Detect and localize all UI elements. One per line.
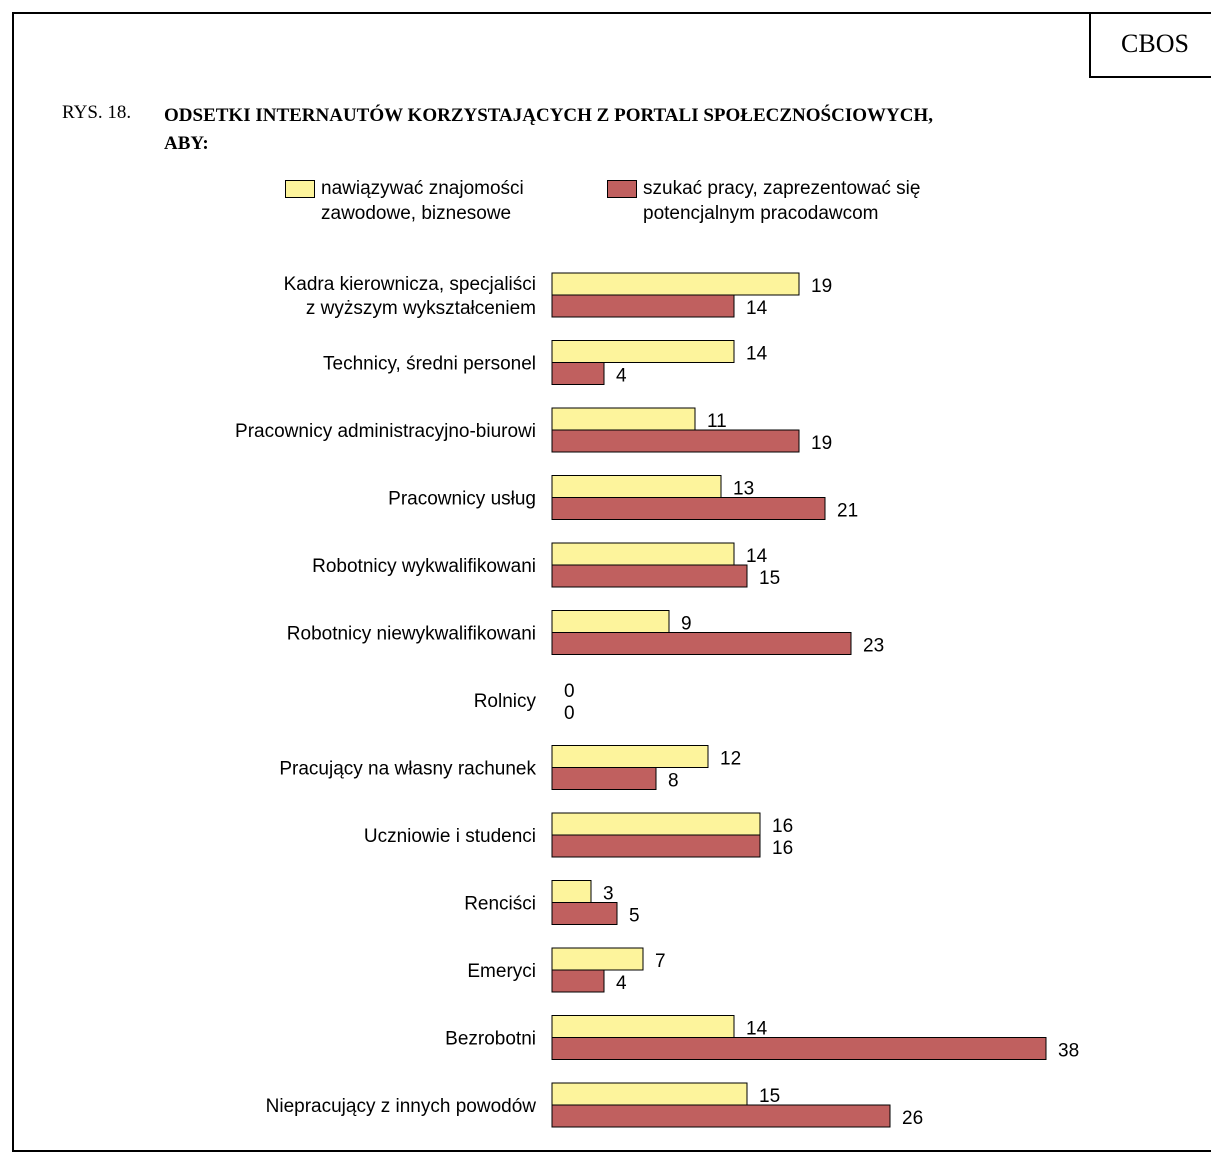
chart-title: ODSETKI INTERNAUTÓW KORZYSTAJĄCYCH Z POR… bbox=[164, 102, 1164, 158]
category-label: Robotnicy niewykwalifikowani bbox=[287, 624, 536, 645]
category-label: Kadra kierownicza, specjaliści z wyższym … bbox=[284, 274, 536, 319]
bar-networking bbox=[551, 745, 709, 768]
category-label: Niepracujący z innych powodów bbox=[266, 1096, 537, 1117]
bar-job-search bbox=[551, 1104, 891, 1128]
legend-label-line: nawiązywać znajomości bbox=[321, 178, 524, 199]
data-label: 5 bbox=[629, 906, 640, 927]
bar-job-search bbox=[551, 497, 826, 520]
bar-job-search bbox=[551, 1037, 1047, 1060]
legend-item-job-search: szukać pracy, zaprezentować się potencja… bbox=[607, 176, 920, 226]
data-label: 19 bbox=[811, 276, 832, 297]
chart-title-line2: ABY: bbox=[164, 133, 209, 154]
bar-networking bbox=[551, 880, 592, 903]
data-label: 4 bbox=[616, 366, 627, 387]
category-label: Technicy, średni personel bbox=[323, 354, 536, 375]
legend-label: szukać pracy, zaprezentować się potencja… bbox=[643, 176, 920, 226]
legend-swatch-yellow bbox=[285, 180, 315, 198]
bar-job-search bbox=[551, 632, 852, 655]
legend-label-line: szukać pracy, zaprezentować się bbox=[643, 178, 921, 199]
category-label: Pracownicy usług bbox=[388, 489, 536, 510]
bar-networking bbox=[551, 340, 735, 363]
data-label: 14 bbox=[746, 546, 768, 567]
data-label: 15 bbox=[759, 1086, 780, 1107]
brand-box: CBOS bbox=[1089, 12, 1211, 78]
bar-job-search bbox=[551, 969, 605, 993]
data-label: 0 bbox=[564, 703, 575, 724]
bar-job-search bbox=[551, 767, 657, 790]
bar-job-search bbox=[551, 902, 618, 925]
data-label: 11 bbox=[707, 411, 727, 432]
category-label: Bezrobotni bbox=[445, 1029, 536, 1050]
legend-label-line: zawodowe, biznesowe bbox=[321, 203, 512, 224]
category-label: Rolnicy bbox=[474, 691, 537, 712]
legend-swatch-red bbox=[607, 180, 637, 198]
legend-label: nawiązywać znajomości zawodowe, biznesow… bbox=[321, 176, 524, 226]
bar-networking bbox=[551, 812, 761, 836]
bar-networking bbox=[551, 542, 735, 566]
bar-job-search bbox=[551, 429, 800, 453]
data-label: 16 bbox=[772, 838, 793, 859]
data-label: 19 bbox=[811, 433, 832, 454]
bar-job-search bbox=[551, 294, 735, 318]
category-label: Robotnicy wykwalifikowani bbox=[312, 556, 536, 577]
data-label: 13 bbox=[733, 479, 754, 500]
bar-networking bbox=[551, 1082, 748, 1106]
data-label: 14 bbox=[746, 1019, 768, 1040]
bar-networking bbox=[551, 947, 644, 971]
bar-networking bbox=[551, 1015, 735, 1038]
bar-job-search bbox=[551, 362, 605, 385]
data-label: 15 bbox=[759, 568, 780, 589]
data-label: 23 bbox=[863, 636, 884, 657]
category-label: Pracownicy administracyjno-biurowi bbox=[235, 421, 536, 442]
legend-label-line: potencjalnym pracodawcom bbox=[643, 203, 879, 224]
data-label: 4 bbox=[616, 973, 627, 994]
bar-job-search bbox=[551, 564, 748, 588]
chart-title-line1: ODSETKI INTERNAUTÓW KORZYSTAJĄCYCH Z POR… bbox=[164, 105, 933, 126]
figure-number: RYS. 18. bbox=[62, 102, 132, 123]
data-label: 9 bbox=[681, 614, 692, 635]
bar-networking bbox=[551, 610, 670, 633]
data-label: 0 bbox=[564, 681, 575, 702]
category-label: Pracujący na własny rachunek bbox=[279, 759, 536, 780]
category-label: Renciści bbox=[464, 894, 536, 915]
bar-networking bbox=[551, 407, 696, 431]
bar-networking bbox=[551, 272, 800, 296]
bar-job-search bbox=[551, 834, 761, 858]
legend-item-networking: nawiązywać znajomości zawodowe, biznesow… bbox=[285, 176, 524, 226]
data-label: 14 bbox=[746, 344, 768, 365]
data-label: 26 bbox=[902, 1108, 923, 1129]
data-label: 14 bbox=[746, 298, 768, 319]
data-label: 3 bbox=[603, 884, 614, 905]
data-label: 8 bbox=[668, 771, 679, 792]
data-label: 21 bbox=[837, 501, 858, 522]
data-label: 7 bbox=[655, 951, 666, 972]
data-label: 12 bbox=[720, 749, 741, 770]
bar-networking bbox=[551, 475, 722, 498]
data-label: 16 bbox=[772, 816, 793, 837]
data-label: 38 bbox=[1058, 1041, 1079, 1062]
category-label: Emeryci bbox=[467, 961, 536, 982]
category-label: Uczniowie i studenci bbox=[364, 826, 536, 847]
